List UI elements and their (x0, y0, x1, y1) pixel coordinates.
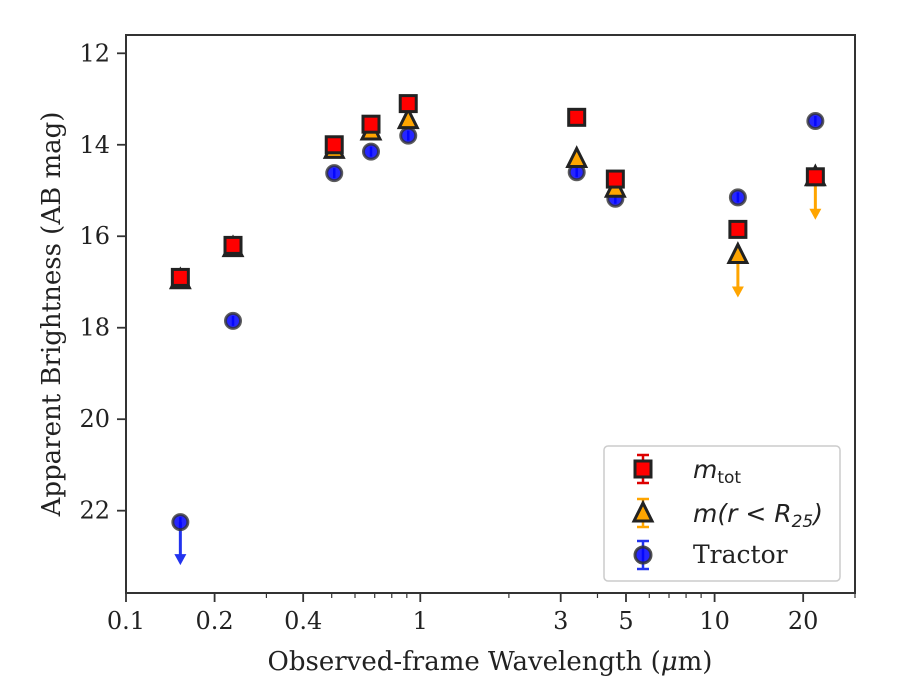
point-mtot (605, 169, 625, 189)
point-mr25 (726, 241, 750, 265)
legend: mtot m(r < R25) Tractor (603, 445, 841, 582)
x-tick-label: 1 (413, 607, 428, 635)
y-tick-label: 16 (79, 222, 110, 250)
x-tick-label: 5 (618, 607, 633, 635)
data-markers (168, 94, 827, 566)
point-tractor (399, 126, 418, 145)
legend-label-mtot: m (693, 455, 717, 484)
legend-box (603, 445, 841, 582)
y-tick-label: 22 (79, 497, 110, 525)
x-tick-label: 0.1 (107, 607, 145, 635)
x-tick-label: 0.4 (284, 607, 322, 635)
point-mtot (398, 94, 418, 114)
point-mtot (361, 114, 381, 134)
x-axis-label: Observed-frame Wavelength (μm) (268, 647, 713, 677)
x-tick-label: 3 (553, 607, 568, 635)
legend-marker-tractor (633, 539, 653, 571)
x-tick-label: 20 (788, 607, 819, 635)
point-tractor (362, 142, 381, 161)
legend-marker-mtot (633, 453, 653, 485)
y-tick-label: 20 (79, 405, 110, 433)
point-mtot (170, 267, 190, 287)
point-mtot (567, 107, 587, 127)
point-mr25 (565, 145, 589, 168)
x-tick-label: 0.2 (196, 607, 234, 635)
point-tractor (325, 164, 344, 183)
svg-text:mtot: mtot (693, 455, 741, 488)
point-mr25 (396, 106, 420, 130)
legend-item-mr25: m(r < R25) (631, 497, 823, 532)
point-tractor (728, 188, 747, 207)
point-mtot (805, 167, 825, 187)
legend-item-tractor: Tractor (633, 539, 788, 571)
legend-item-mtot: mtot (633, 453, 741, 488)
y-tick-label: 18 (79, 314, 110, 342)
x-tick-label: 10 (699, 607, 730, 635)
point-mtot (324, 135, 344, 155)
legend-label-tractor: Tractor (693, 540, 788, 569)
svg-text:m(r < R25): m(r < R25) (693, 499, 823, 532)
axis-ticks: 0.1 0.2 0.4 1 3 5 10 20 12 14 16 18 20 22 (79, 39, 856, 635)
point-mtot (728, 219, 748, 239)
point-tractor (171, 513, 190, 532)
y-tick-label: 12 (79, 39, 110, 67)
point-tractor (806, 111, 825, 130)
y-axis-label: Apparent Brightness (AB mag) (37, 112, 67, 518)
point-tractor (224, 311, 243, 330)
y-tick-label: 14 (79, 131, 110, 159)
legend-marker-mr25 (631, 497, 655, 529)
plot-frame (125, 34, 856, 594)
legend-label-mr25: m (693, 499, 717, 528)
point-mtot (223, 235, 243, 255)
